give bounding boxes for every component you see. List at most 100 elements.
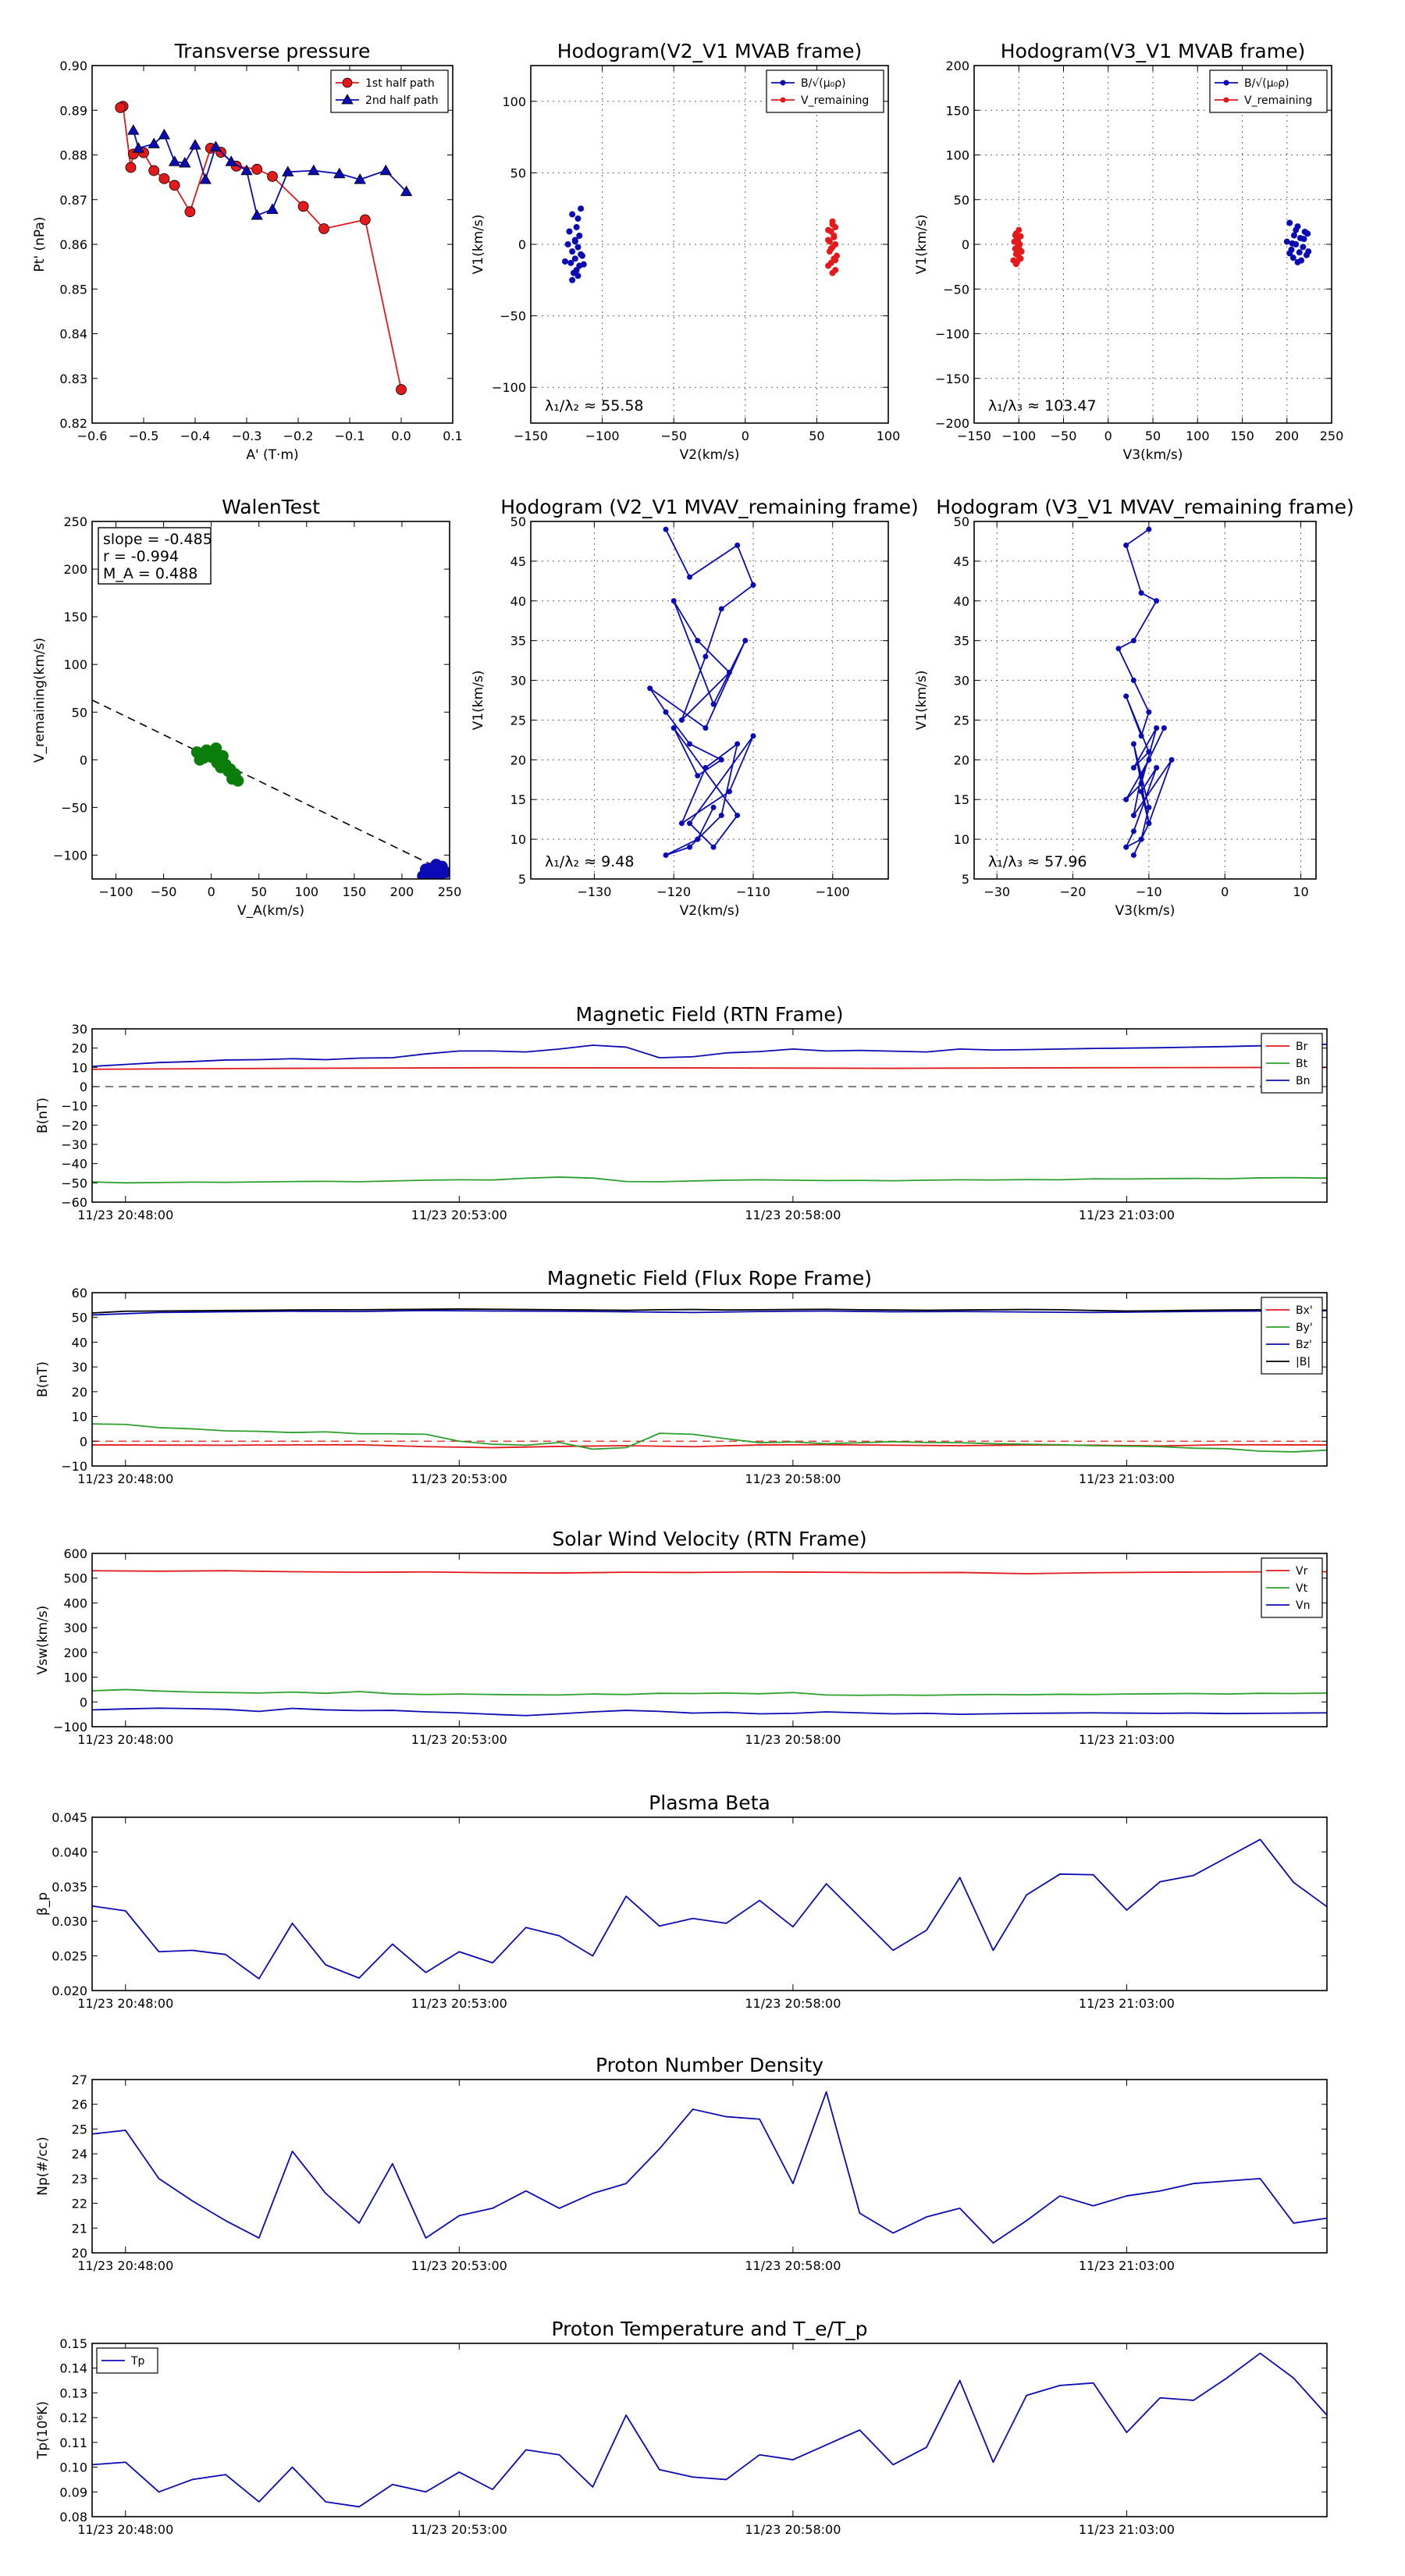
x-tick-label: −0.4 xyxy=(180,429,211,443)
series-line-vn xyxy=(92,1707,1327,1717)
data-point xyxy=(695,836,701,842)
y-tick-label: −10 xyxy=(61,1459,87,1474)
data-point xyxy=(678,717,685,723)
y-axis-label: B(nT) xyxy=(35,1361,51,1397)
y-tick-label: 40 xyxy=(72,1335,87,1350)
data-point xyxy=(1161,725,1167,731)
eigenvalue-ratio-label: λ₁/λ₂ ≈ 9.48 xyxy=(545,853,634,870)
y-tick-label: 5 xyxy=(518,872,526,887)
data-point xyxy=(1017,255,1024,262)
legend-entry: |B| xyxy=(1296,1356,1311,1368)
data-point xyxy=(199,173,212,184)
y-tick-label: −50 xyxy=(500,309,526,324)
data-point xyxy=(225,155,237,166)
y-axis-label: V1(km/s) xyxy=(471,671,486,731)
y-tick-label: 45 xyxy=(510,554,526,569)
axes-frame xyxy=(973,521,1317,880)
y-tick-label: 0.040 xyxy=(52,1845,87,1859)
y-tick-label: 150 xyxy=(945,103,969,118)
data-point xyxy=(735,813,741,819)
y-tick-label: 30 xyxy=(72,1022,87,1037)
data-point xyxy=(578,251,585,258)
y-tick-label: −50 xyxy=(61,1176,87,1190)
y-tick-label: 50 xyxy=(510,165,526,180)
fit-line xyxy=(91,699,450,874)
y-axis-label: β_p xyxy=(35,1892,51,1916)
data-point xyxy=(566,228,573,235)
data-point xyxy=(569,276,576,283)
chart-title: Hodogram (V2_V1 MVAV_remaining frame) xyxy=(500,496,919,518)
x-tick-label: 0 xyxy=(1104,429,1112,443)
data-point xyxy=(571,255,578,262)
y-tick-label: 100 xyxy=(63,657,87,672)
data-point xyxy=(396,384,407,395)
y-axis-label: V1(km/s) xyxy=(914,215,930,275)
data-point xyxy=(232,774,244,787)
series-line-vr xyxy=(92,1570,1327,1574)
x-tick-label: −150 xyxy=(514,429,548,443)
x-axis-label: V3(km/s) xyxy=(1123,447,1183,463)
y-tick-label: 0.86 xyxy=(59,237,87,252)
legend-marker xyxy=(1223,80,1229,86)
legend-entry: 2nd half path xyxy=(365,94,439,107)
y-tick-label: −100 xyxy=(935,327,969,342)
legend-entry: Bx' xyxy=(1296,1304,1313,1317)
y-tick-label: 10 xyxy=(510,832,526,847)
chart-title: Magnetic Field (RTN Frame) xyxy=(576,1003,844,1026)
x-tick-label: 250 xyxy=(1320,429,1344,443)
x-time-label: 11/23 20:58:00 xyxy=(745,2258,841,2273)
y-tick-label: 0.12 xyxy=(59,2411,87,2425)
data-point xyxy=(359,214,371,226)
legend-entry: By' xyxy=(1296,1322,1313,1334)
y-tick-label: 20 xyxy=(72,1385,87,1400)
series-line-1st-half-path xyxy=(119,105,402,390)
data-point xyxy=(695,638,701,644)
x-tick-label: 50 xyxy=(1145,429,1161,443)
data-point xyxy=(209,141,222,151)
x-tick-label: 50 xyxy=(251,884,267,899)
data-point xyxy=(379,164,392,176)
data-point xyxy=(663,852,669,858)
legend-marker xyxy=(342,77,353,88)
data-point xyxy=(750,733,756,739)
y-tick-label: −20 xyxy=(61,1118,87,1133)
data-point xyxy=(1289,254,1297,262)
y-tick-label: −150 xyxy=(935,372,969,386)
data-point xyxy=(663,526,669,532)
data-point xyxy=(735,741,741,747)
x-tick-label: −110 xyxy=(736,884,770,899)
data-point xyxy=(569,211,576,218)
y-axis-label: Tp(10⁶K) xyxy=(35,2401,51,2460)
data-point xyxy=(678,820,685,827)
data-point xyxy=(670,725,677,731)
series-line-beta xyxy=(92,1838,1327,1980)
data-point xyxy=(1305,248,1312,255)
stats-text: M_A = 0.488 xyxy=(103,565,197,582)
data-point xyxy=(687,574,693,580)
data-point xyxy=(1146,804,1152,810)
data-point xyxy=(827,245,834,252)
data-point xyxy=(569,248,576,255)
axes-frame xyxy=(91,2343,1328,2517)
x-tick-label: −0.2 xyxy=(283,429,314,443)
stats-text: slope = -0.485 xyxy=(103,531,212,548)
x-time-label: 11/23 20:53:00 xyxy=(411,2258,507,2273)
data-point xyxy=(710,701,717,707)
legend: 1st half path 2nd half path xyxy=(330,69,449,113)
chart-title: Proton Number Density xyxy=(596,2054,823,2076)
x-tick-label: 200 xyxy=(390,884,414,899)
data-point xyxy=(430,859,443,871)
data-point xyxy=(1154,765,1160,771)
series-line-bn xyxy=(92,1043,1327,1067)
series-line-bz- xyxy=(92,1309,1327,1316)
x-tick-label: 100 xyxy=(877,429,901,443)
data-point xyxy=(702,653,709,660)
y-tick-label: −100 xyxy=(492,380,526,395)
data-point xyxy=(1300,244,1307,251)
legend-entry: B/√(μ₀ρ) xyxy=(801,77,846,90)
data-point xyxy=(266,203,279,214)
legend: Bx' By' Bz' |B| xyxy=(1261,1297,1323,1375)
data-point xyxy=(574,215,582,222)
y-tick-label: 600 xyxy=(63,1546,87,1561)
legend-box xyxy=(1261,1297,1323,1375)
